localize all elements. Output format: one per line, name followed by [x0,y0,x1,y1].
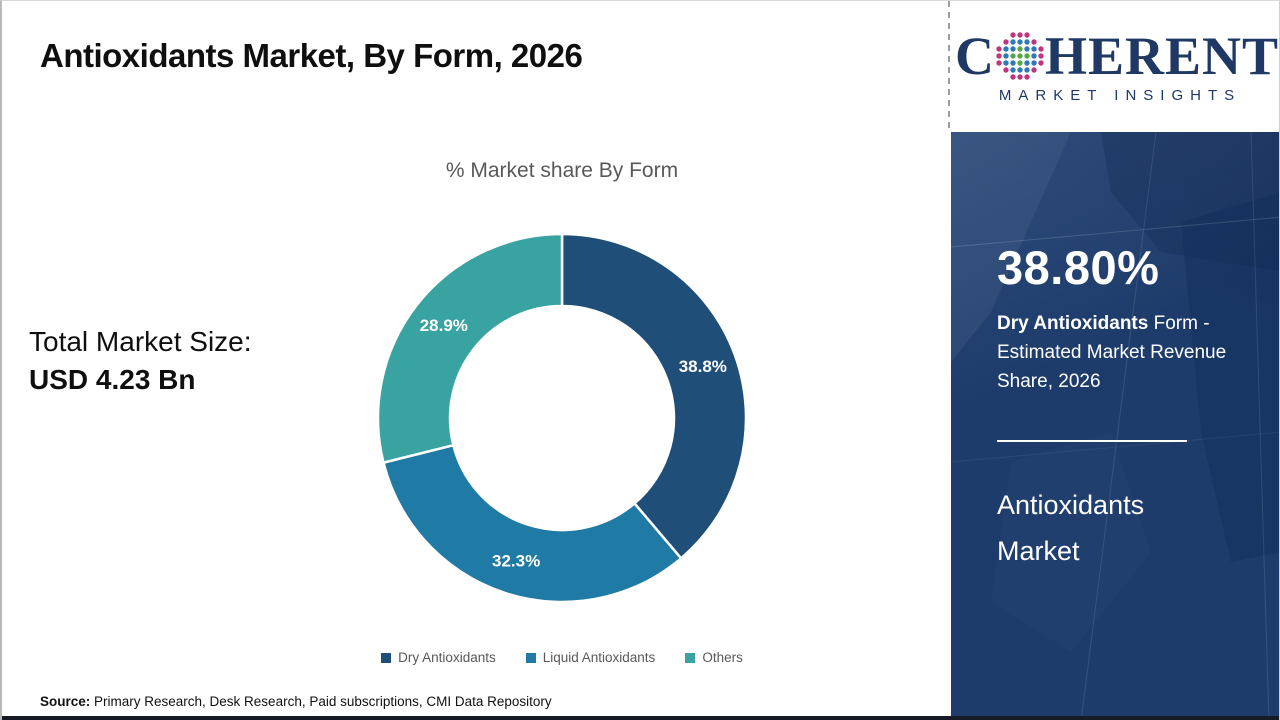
donut-chart: 38.8% 32.3% 28.9% [376,232,748,604]
legend-item: Dry Antioxidants [381,650,496,665]
stat-description-rest: Form - Estimated Market Revenue Share, 2… [997,313,1227,392]
slice-label: 32.3% [492,551,540,570]
brand-logo: C HERENT MARKET INSIGHTS [952,1,1279,132]
globe-dots-icon [996,32,1044,80]
sidebar-market-name: Antioxidants Market [997,490,1145,566]
stat-value: 38.80% [997,241,1160,294]
legend-label: Others [702,650,743,665]
donut-segment-others [376,232,564,464]
chart-title: % Market share By Form [445,159,679,182]
chart-header: % Market share By Form [192,159,932,183]
chart-legend: Dry Antioxidants Liquid Antioxidants Other… [192,650,932,665]
logo-wordmark: C HERENT [955,29,1279,83]
donut-chart-svg: 38.8% 32.3% 28.9% [376,232,748,604]
logo-letter-c: C [954,26,995,86]
sidebar-content: 38.80% Dry Antioxidants Form - Estimated… [951,240,1279,574]
page-title: Antioxidants Market, By Form, 2026 [40,37,583,74]
donut-segment-dry-antioxidants [560,232,748,560]
slice-label: 38.8% [679,357,727,376]
dashed-divider [948,1,950,132]
sidebar-divider [997,440,1187,442]
legend-swatch-icon [381,652,392,663]
market-size-label: Total Market Size: [29,326,252,357]
logo-subtitle: MARKET INSIGHTS [998,87,1242,104]
slice-label: 28.9% [420,316,468,335]
total-market-size: Total Market Size: USD 4.23 Bn [29,323,252,399]
sidebar-panel: 38.80% Dry Antioxidants Form - Estimated… [951,132,1279,720]
stat-description-bold: Dry Antioxidants [997,313,1149,334]
market-size-value: USD 4.23 Bn [29,364,196,395]
donut-segment-liquid-antioxidants [382,443,683,604]
source-note: Source: Primary Research, Desk Research,… [40,694,552,709]
stat-description: Dry Antioxidants Form - Estimated Market… [997,309,1242,396]
source-text: Primary Research, Desk Research, Paid su… [90,694,552,709]
logo-letters-herent: HERENT [1044,26,1280,86]
bottom-border-bar [2,716,1279,720]
legend-item: Liquid Antioxidants [525,650,656,665]
legend-label: Dry Antioxidants [398,650,496,665]
legend-item: Others [685,650,743,665]
source-label: Source: [40,694,91,709]
legend-swatch-icon [685,652,696,663]
legend-swatch-icon [525,652,536,663]
legend-label: Liquid Antioxidants [542,650,656,665]
